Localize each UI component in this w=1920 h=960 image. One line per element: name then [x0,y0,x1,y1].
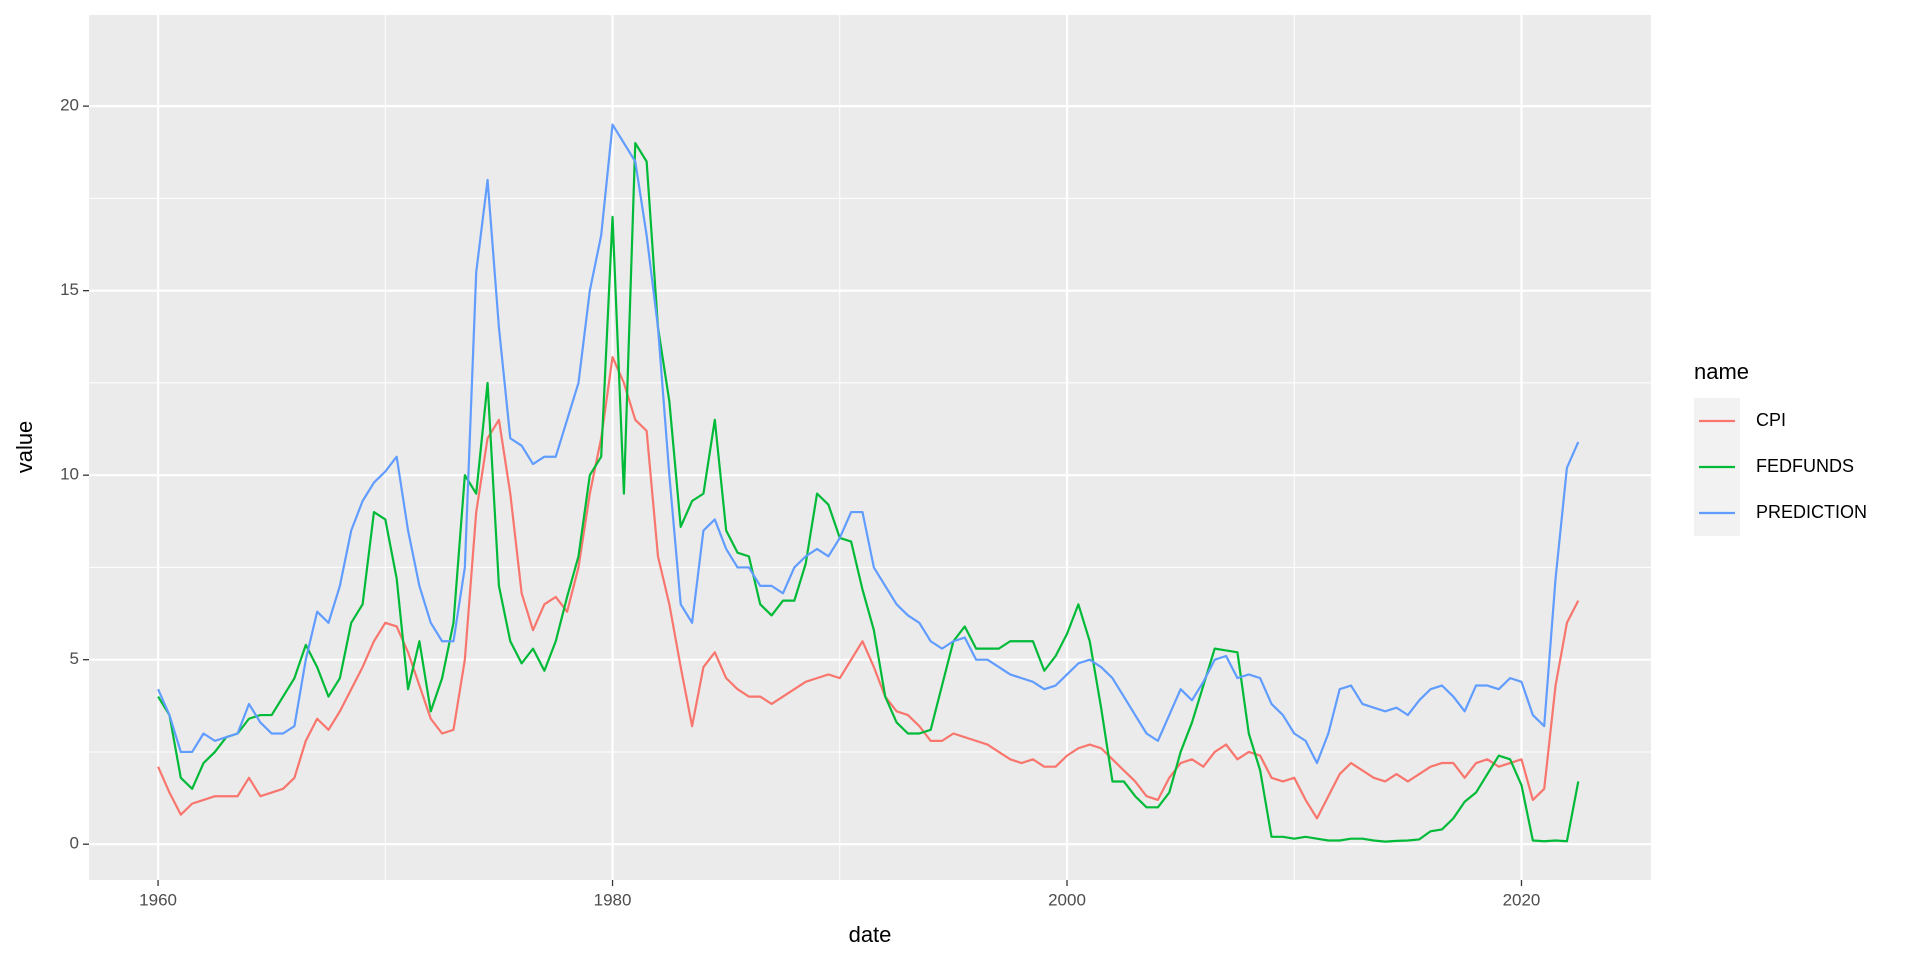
y-tick-label: 10 [60,465,79,484]
y-tick-label: 15 [60,280,79,299]
y-tick-label: 20 [60,96,79,115]
legend-label: CPI [1756,410,1786,430]
series-line [157,355,1580,820]
legend-label: PREDICTION [1756,502,1867,522]
x-tick-label: 2000 [1048,890,1086,909]
lines [157,123,1580,843]
y-axis-title: value [12,421,37,474]
y-tick-label: 5 [70,649,79,668]
series-line [157,141,1580,843]
x-tick-label: 2020 [1503,890,1541,909]
axes: 1960 1980 2000 2020 0 5 10 15 20 [60,96,1540,910]
panel [89,15,1651,880]
x-tick-label: 1980 [594,890,632,909]
x-tick-label: 1960 [139,890,177,909]
legend-label: FEDFUNDS [1756,456,1854,476]
y-tick-label: 0 [70,834,79,853]
legend-title: name [1694,359,1749,384]
x-axis-title: date [849,922,892,947]
series-line [157,123,1580,765]
legend: name CPI FEDFUNDS PREDICTION [1694,359,1867,536]
